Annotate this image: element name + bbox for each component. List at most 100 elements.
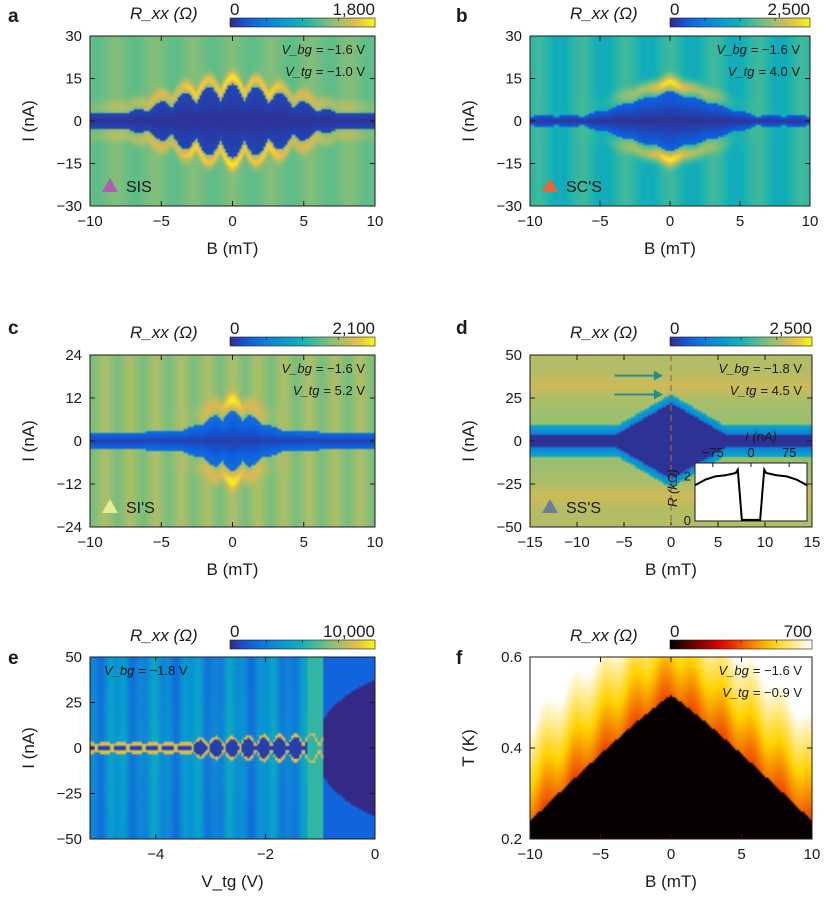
inset: −75 0 75 0 2 I (nA) R (kΩ)	[665, 429, 808, 528]
x-tick-label: 5	[300, 534, 308, 551]
x-axis-label: V_tg (V)	[201, 872, 263, 891]
y-tick-label: −25	[497, 476, 522, 493]
x-tick-label: −5	[153, 534, 170, 551]
y-tick-label: −30	[497, 198, 522, 215]
colorbar: R_xx (Ω) 0 10,000	[130, 622, 376, 650]
y-axis-label: I (nA)	[19, 420, 38, 462]
x-tick-label: 0	[228, 213, 236, 230]
annotation: V_tg = 4.5 V	[730, 383, 803, 398]
marker-triangle-icon	[542, 499, 558, 513]
x-tick-label: 0	[667, 534, 675, 551]
marker-label: SIS	[126, 179, 152, 196]
x-tick-label: −10	[77, 213, 102, 230]
x-axis-label: B (mT)	[207, 239, 259, 258]
x-tick-label: 10	[802, 213, 819, 230]
arrow-head-icon	[653, 370, 663, 381]
y-tick-label: 15	[505, 71, 522, 88]
heatmap-image	[90, 36, 375, 206]
annotation-name: V_bg	[281, 361, 312, 376]
colorbar-max: 10,000	[323, 622, 375, 641]
y-tick-label: 50	[65, 649, 82, 666]
y-tick-label: 24	[65, 347, 82, 364]
annotation: V_bg = −1.6 V	[716, 42, 800, 57]
annotation-value: = −1.6 V	[316, 361, 365, 376]
y-tick-label: 0	[74, 433, 82, 450]
inset-y-tick-label: 2	[684, 468, 691, 483]
annotation-value: = −1.6 V	[751, 42, 800, 57]
panel-label: c	[8, 318, 19, 339]
inset-frame	[694, 462, 808, 522]
colorbar: R_xx (Ω) 0 2,500	[570, 0, 811, 28]
x-tick-label: −15	[517, 534, 542, 551]
annotation: V_bg = −1.8 V	[104, 663, 188, 678]
colorbar-title: R_xx (Ω)	[130, 4, 198, 23]
annotation-name: V_bg	[716, 42, 747, 57]
colorbar: R_xx (Ω) 0 1,800	[130, 0, 376, 28]
x-tick-label: −10	[517, 846, 542, 863]
x-axis-label: B (mT)	[645, 872, 697, 891]
inset-x-tick-label: −75	[702, 445, 724, 460]
panel-e: e R_xx (Ω) 0 10,000 −4 −2 0 −50 −25 0 25 50 V_tg (V)…	[8, 622, 379, 891]
colorbar: R_xx (Ω) 0 2,500	[570, 319, 813, 347]
y-tick-label: −12	[57, 476, 82, 493]
colorbar-title: R_xx (Ω)	[570, 323, 638, 342]
y-tick-label: 0	[74, 740, 82, 757]
x-tick-label: −5	[153, 213, 170, 230]
annotation-value: = −1.8 V	[753, 361, 802, 376]
x-tick-label: 10	[804, 846, 821, 863]
y-tick-label: 25	[65, 695, 82, 712]
x-tick-label: −5	[591, 213, 608, 230]
colorbar-min: 0	[670, 319, 679, 338]
panel-label: d	[456, 318, 468, 339]
x-tick-label: 5	[300, 213, 308, 230]
y-axis-label: I (nA)	[459, 100, 478, 142]
panel-c: c R_xx (Ω) 0 2,100 −10 −5 0 5 10 −24 −12 0 12 24 B (mT…	[8, 318, 383, 579]
x-axis-label: B (mT)	[644, 239, 696, 258]
x-tick-label: 0	[371, 846, 379, 863]
annotation: V_bg = −1.6 V	[281, 42, 365, 57]
y-tick-label: −25	[57, 786, 82, 803]
heatmap-image	[90, 657, 375, 839]
panel-d: d R_xx (Ω) 0 2,500−15 −10 −5 0 5 10 15−50−2502550…	[456, 318, 820, 579]
colorbar-max: 1,800	[332, 0, 375, 19]
x-tick-label: −5	[615, 534, 632, 551]
colorbar-title: R_xx (Ω)	[130, 626, 198, 645]
annotation: V_bg = −1.8 V	[718, 361, 802, 376]
colorbar-min: 0	[230, 622, 239, 641]
colorbar-min: 0	[670, 0, 679, 19]
y-tick-label: 12	[65, 390, 82, 407]
x-axis-label: B (mT)	[645, 560, 697, 579]
annotation-name: V_tg	[730, 383, 758, 398]
inset-y-label: R (kΩ)	[665, 469, 680, 507]
y-tick-label: 0.6	[501, 649, 522, 666]
y-tick-label: 30	[505, 28, 522, 45]
y-tick-label: −24	[57, 519, 82, 536]
annotation-name: V_bg	[718, 361, 749, 376]
y-tick-label: 0.4	[501, 740, 522, 757]
marker-label: SS'S	[566, 500, 601, 517]
colorbar-max: 2,500	[769, 319, 812, 338]
colorbar: R_xx (Ω) 0 2,100	[130, 319, 376, 347]
colorbar: R_xx (Ω) 0 700	[570, 622, 813, 650]
x-axis-label: B (mT)	[207, 560, 259, 579]
heatmap-image	[530, 36, 810, 206]
x-tick-label: −5	[592, 846, 609, 863]
y-tick-label: −50	[497, 519, 522, 536]
inset-x-label: I (nA)	[745, 429, 777, 444]
colorbar-max: 2,100	[332, 319, 375, 338]
panel-label: a	[8, 6, 19, 27]
y-tick-label: 15	[65, 71, 82, 88]
annotation-value: = −1.6 V	[753, 663, 802, 678]
marker-triangle-icon	[542, 178, 558, 192]
x-tick-label: −10	[77, 534, 102, 551]
annotation-name: V_bg	[718, 663, 749, 678]
x-tick-label: 0	[228, 534, 236, 551]
x-tick-label: 5	[714, 534, 722, 551]
annotation: V_tg = −0.9 V	[722, 685, 802, 700]
heatmap-image	[530, 657, 812, 839]
inset-y-tick-label: 0	[684, 513, 691, 528]
y-axis-label: I (nA)	[19, 727, 38, 769]
annotation-name: V_tg	[728, 64, 756, 79]
panel-label: f	[456, 648, 463, 669]
